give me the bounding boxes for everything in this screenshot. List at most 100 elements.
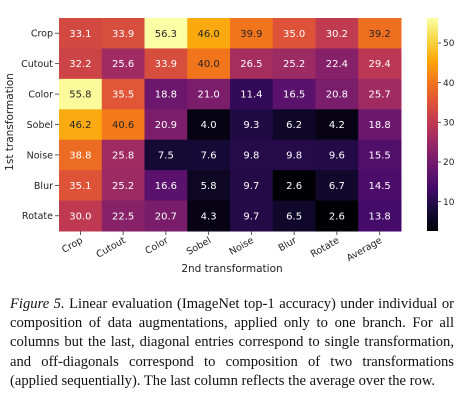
x-tick-label: Cutout (94, 235, 127, 261)
cell-value-label: 26.5 (240, 59, 262, 70)
cell-value-label: 46.2 (69, 120, 91, 131)
heatmap-cell (272, 78, 316, 110)
heatmap-cell (144, 139, 188, 171)
y-tick-label: Noise (27, 150, 54, 161)
heatmap-cell (230, 48, 274, 80)
heatmap-cell (272, 18, 316, 49)
heatmap-cell (358, 170, 402, 202)
cell-value-label: 4.2 (329, 120, 345, 131)
x-tick-labels: Crop Cutout Color Sobel Noise Blur Rotate Avera… (60, 231, 384, 264)
colorbar-ticks: 10 20 30 40 50 (438, 39, 455, 208)
cell-value-label: 35.1 (69, 181, 91, 192)
heatmap-cell (144, 200, 188, 232)
cell-value-label: 9.6 (329, 151, 345, 162)
heatmap-cell (187, 48, 231, 80)
colorbar (427, 18, 438, 231)
x-tick-label: Color (143, 235, 170, 257)
x-tick-label: Blur (277, 235, 299, 254)
heatmap-cell (230, 78, 274, 110)
colorbar-tick-label: 40 (443, 79, 455, 89)
cell-value-label: 7.6 (201, 151, 217, 162)
heatmap-cell (230, 170, 274, 202)
cell-value-label: 35.5 (112, 90, 134, 101)
x-tick-label: Rotate (309, 235, 342, 260)
heatmap-cell (315, 170, 359, 202)
cell-value-label: 25.8 (112, 151, 134, 162)
heatmap-cell (315, 139, 359, 171)
cell-value-label: 18.8 (155, 90, 177, 101)
cell-value-label: 5.8 (201, 181, 217, 192)
heatmap-cell (101, 170, 145, 202)
cell-value-label: 30.2 (326, 29, 348, 40)
heatmap-cell (187, 139, 231, 171)
cell-value-label: 21.0 (197, 90, 219, 101)
heatmap-cell (315, 200, 359, 232)
cell-value-label: 20.8 (326, 90, 348, 101)
cell-value-label: 2.6 (286, 181, 302, 192)
cell-value-label: 9.8 (286, 151, 302, 162)
x-tick-label: Average (345, 235, 384, 264)
colorbar-tick-label: 20 (443, 158, 455, 168)
heatmap-cell (144, 109, 188, 141)
heatmap-cell (358, 109, 402, 141)
heatmap-cell (101, 78, 145, 110)
heatmap-cell (59, 78, 103, 110)
heatmap-cell (230, 18, 274, 49)
cell-value-label: 9.7 (243, 181, 259, 192)
y-tick-label: Cutout (21, 59, 53, 70)
cell-value-label: 9.3 (243, 120, 259, 131)
cell-value-label: 2.6 (329, 211, 345, 222)
cell-value-label: 56.3 (155, 29, 177, 40)
cell-value-label: 40.0 (197, 59, 219, 70)
y-tick-label: Sobel (27, 120, 53, 131)
cell-value-label: 16.5 (283, 90, 305, 101)
cell-value-label: 6.5 (286, 211, 302, 222)
heatmap-cell (59, 139, 103, 171)
heatmap-cell (358, 48, 402, 80)
y-tick-label: Rotate (22, 211, 53, 222)
heatmap-cell (230, 139, 274, 171)
cell-value-label: 9.7 (243, 211, 259, 222)
x-tick-label: Crop (60, 235, 85, 256)
cell-value-label: 16.6 (155, 181, 177, 192)
y-axis-title: 1st transformation (4, 73, 16, 171)
figure-caption: Figure 5. Linear evaluation (ImageNet to… (10, 295, 454, 391)
cell-value-label: 9.8 (243, 151, 259, 162)
heatmap-cell (272, 170, 316, 202)
heatmap-figure: 33.1 33.9 56.3 46.0 39.9 35.0 30.2 39.2 32.2 25.6… (4, 18, 455, 275)
heatmap-cell (144, 18, 188, 49)
heatmap-cell (144, 78, 188, 110)
heatmap-cell (187, 78, 231, 110)
cell-value-label: 33.9 (112, 29, 134, 40)
cell-value-label: 4.0 (201, 120, 217, 131)
cell-value-label: 38.8 (69, 151, 91, 162)
heatmap-cell (230, 109, 274, 141)
cell-value-label: 18.8 (368, 120, 390, 131)
heatmap-cell (272, 139, 316, 171)
cell-value-label: 39.2 (368, 29, 390, 40)
heatmap-cell (59, 18, 103, 49)
heatmap-cell (315, 78, 359, 110)
heatmap-cell (187, 170, 231, 202)
x-tick-label: Noise (228, 235, 256, 258)
cell-value-label: 39.9 (240, 29, 262, 40)
cell-value-label: 25.7 (368, 90, 390, 101)
heatmap-cell (187, 200, 231, 232)
cell-value-label: 46.0 (197, 29, 219, 40)
cell-value-label: 15.5 (368, 151, 390, 162)
cell-value-label: 13.8 (368, 211, 390, 222)
cell-value-label: 30.0 (69, 211, 91, 222)
heatmap-cell (59, 200, 103, 232)
heatmap-cell (315, 109, 359, 141)
y-tick-labels: Crop Cutout Color Sobel Noise Blur Rotate (21, 29, 59, 222)
heatmap-cell (144, 170, 188, 202)
heatmap-cell (101, 48, 145, 80)
cell-value-label: 6.2 (286, 120, 302, 131)
heatmap-cell (315, 48, 359, 80)
cell-value-label: 7.5 (158, 151, 174, 162)
caption-text: Linear evaluation (ImageNet top-1 accura… (10, 296, 454, 389)
heatmap-cell (315, 18, 359, 49)
cell-value-label: 6.7 (329, 181, 345, 192)
cell-value-label: 20.9 (155, 120, 177, 131)
y-tick-label: Crop (31, 29, 53, 40)
